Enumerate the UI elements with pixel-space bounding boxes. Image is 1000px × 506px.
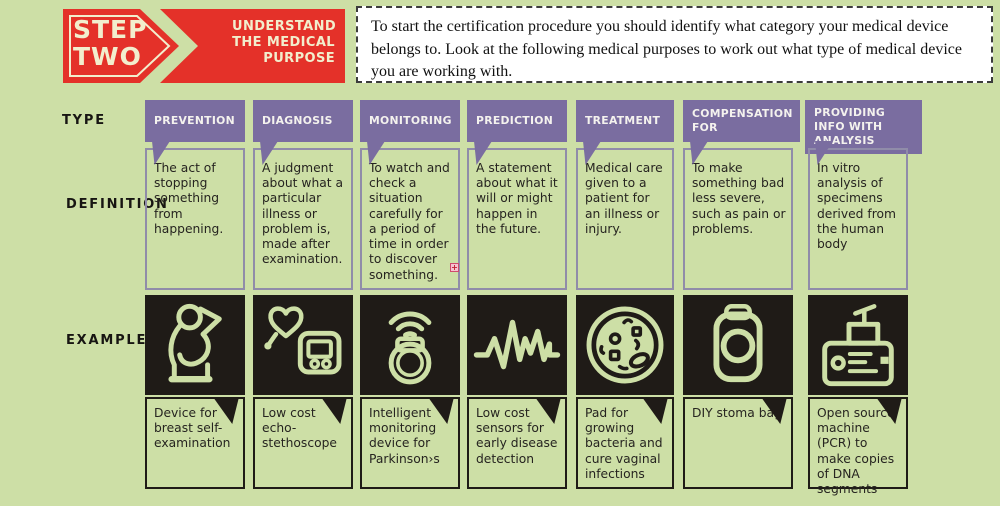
example-caption-text: Low cost sensors for early disease detec… [476, 406, 558, 466]
row-label-type: TYPE [62, 113, 106, 128]
purpose-column: PROVIDING INFO WITH ANALYSIS In vitro an… [805, 100, 922, 496]
definition-text: Medical care given to a patient for an i… [585, 161, 663, 236]
example-caption-box: Intelligent monitoring device for Parkin… [360, 397, 460, 489]
example-caption-box: DIY stoma bag [683, 397, 793, 489]
stoma-bag-icon [693, 300, 783, 390]
type-header-label: PROVIDING INFO WITH ANALYSIS [814, 106, 886, 148]
pcr-machine-icon [813, 300, 903, 390]
purpose-column: PREDICTION A statement about what it wil… [467, 100, 567, 490]
type-header-label: PREVENTION [154, 113, 235, 127]
type-header: DIAGNOSIS [253, 100, 353, 142]
example-icon-box [808, 295, 908, 395]
row-label-example: EXAMPLE [66, 333, 148, 348]
type-header-label: DIAGNOSIS [262, 113, 333, 127]
example-caption-box: Pad for growing bacteria and cure vagina… [576, 397, 674, 489]
type-header-label: TREATMENT [585, 113, 661, 127]
purpose-column: MONITORING To watch and check a situatio… [360, 100, 460, 490]
step-arrow-outline [69, 15, 171, 77]
type-header-label: COMPENSATION FOR [692, 106, 793, 134]
intro-text-box: To start the certification procedure you… [356, 6, 993, 83]
step-word: TWO [73, 42, 142, 71]
definition-box: To make something bad less severe, such … [683, 148, 793, 290]
type-header: COMPENSATION FOR [683, 100, 800, 142]
step-banner [63, 9, 345, 83]
banner-title: UNDERSTAND THE MEDICAL PURPOSE [232, 19, 337, 66]
definition-box: A statement about what it will or might … [467, 148, 567, 290]
purpose-column: TREATMENT Medical care given to a patien… [576, 100, 674, 490]
definition-box: To watch and check a situation carefully… [360, 148, 460, 290]
example-caption-box: Device for breast self-examination [145, 397, 245, 489]
definition-text: To make something bad less severe, such … [692, 161, 786, 236]
example-icon-box [360, 295, 460, 395]
echo-stethoscope-icon [258, 300, 348, 390]
definition-box: Medical care given to a patient for an i… [576, 148, 674, 290]
waveform-icon [472, 300, 562, 390]
step-word: STEP [73, 15, 148, 44]
purpose-column: COMPENSATION FOR To make something bad l… [683, 100, 800, 490]
row-label-definition: DEFINITION [66, 197, 169, 212]
example-caption-text: Pad for growing bacteria and cure vagina… [585, 406, 663, 481]
petri-dish-icon [580, 300, 670, 390]
type-header: TREATMENT [576, 100, 674, 142]
definition-text: A statement about what it will or might … [476, 161, 558, 236]
example-caption-text: Intelligent monitoring device for Parkin… [369, 406, 440, 466]
type-header-label: PREDICTION [476, 113, 554, 127]
type-header: PREVENTION [145, 100, 245, 142]
example-icon-box [467, 295, 567, 395]
purpose-table: PREVENTION The act of stopping something… [0, 100, 1000, 496]
example-caption-box: Open source machine (PCR) to make copies… [808, 397, 908, 496]
type-header-label: MONITORING [369, 113, 452, 127]
definition-box: In vitro analysis of specimens derived f… [808, 148, 908, 290]
type-header: MONITORING [360, 100, 460, 142]
definition-text: In vitro analysis of specimens derived f… [817, 161, 897, 252]
purpose-column: DIAGNOSIS A judgment about what a partic… [253, 100, 353, 490]
example-caption-box: Low cost sensors for early disease detec… [467, 397, 567, 489]
definition-text: A judgment about what a particular illne… [262, 161, 344, 267]
example-icon-box [683, 295, 793, 395]
definition-text: To watch and check a situation carefully… [369, 161, 450, 282]
example-icon-box [253, 295, 353, 395]
step-number-label: STEP TWO [73, 16, 147, 70]
example-caption-text: Device for breast self-examination [154, 406, 231, 451]
stray-edit-marker-icon: + [450, 263, 459, 272]
banner-title-shape [160, 9, 345, 83]
example-caption-text: DIY stoma bag [692, 406, 782, 420]
smart-ring-icon [365, 300, 455, 390]
example-caption-text: Open source machine (PCR) to make copies… [817, 406, 895, 497]
example-icon-box [576, 295, 674, 395]
definition-text: The act of stopping something from happe… [154, 161, 224, 236]
definition-box: A judgment about what a particular illne… [253, 148, 353, 290]
type-header: PREDICTION [467, 100, 567, 142]
definition-box: The act of stopping something from happe… [145, 148, 245, 290]
example-caption-text: Low cost echo-stethoscope [262, 406, 337, 451]
purpose-column: PREVENTION The act of stopping something… [145, 100, 245, 490]
example-caption-box: Low cost echo-stethoscope [253, 397, 353, 489]
example-icon-box [145, 295, 245, 395]
breast-self-exam-icon [150, 300, 240, 390]
